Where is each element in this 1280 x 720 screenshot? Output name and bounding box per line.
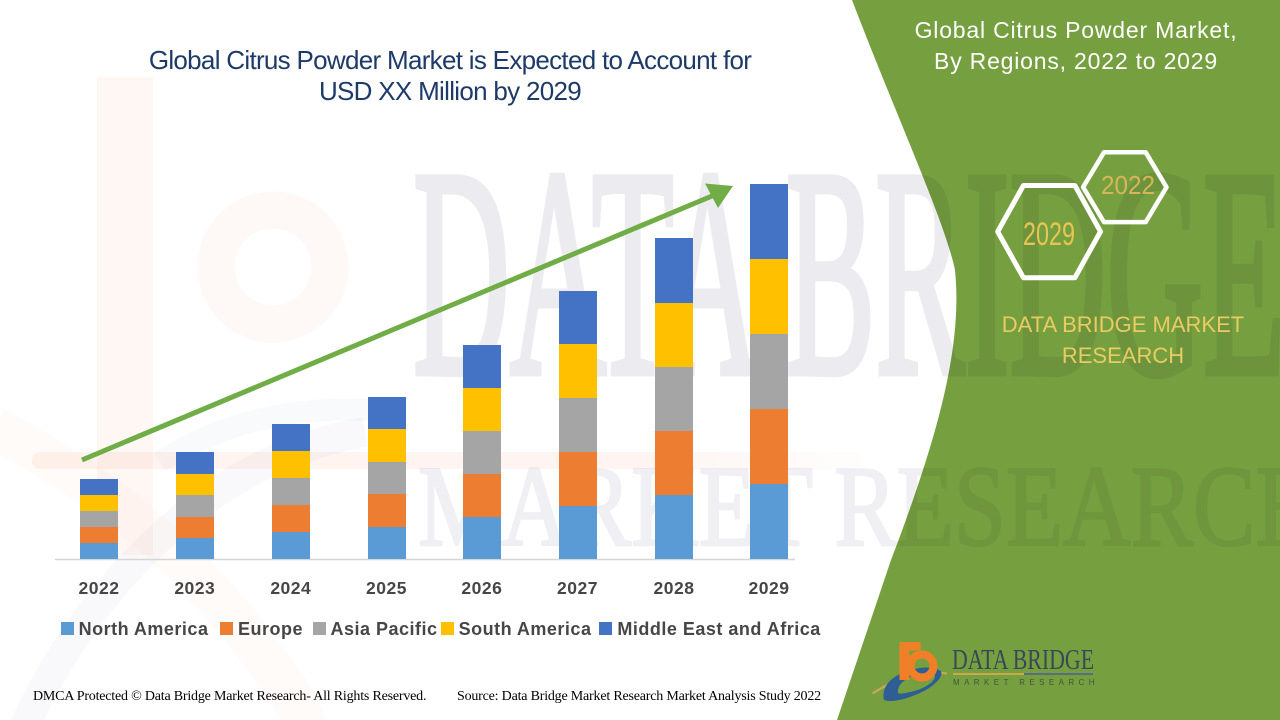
- svg-text:MARKET RESEARCH: MARKET RESEARCH: [418, 443, 1280, 571]
- svg-text:DATA BRIDGE: DATA BRIDGE: [413, 108, 1280, 438]
